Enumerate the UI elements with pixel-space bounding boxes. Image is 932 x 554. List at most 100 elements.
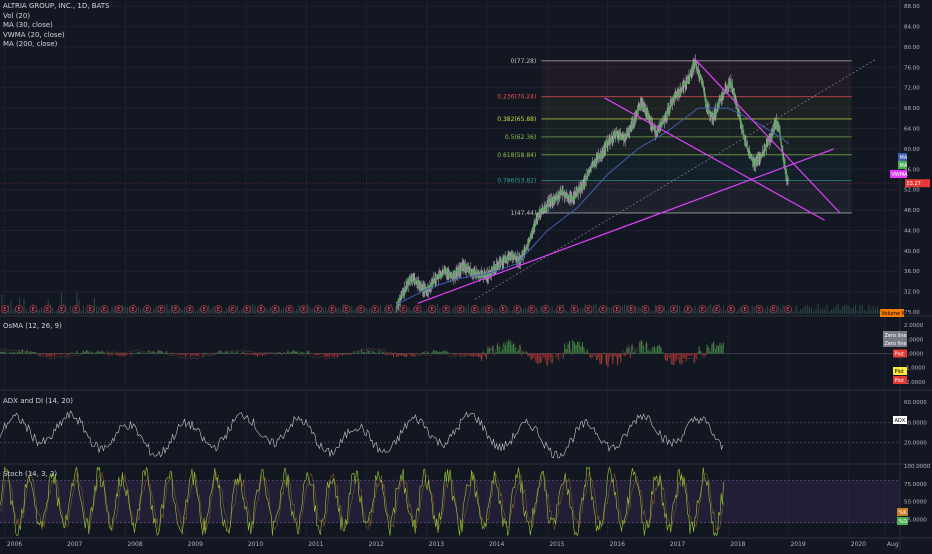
earnings-marker xyxy=(29,305,38,313)
dotted-trendline xyxy=(474,58,877,300)
stoch-d-tag: %D xyxy=(899,519,908,525)
earnings-marker xyxy=(556,305,564,313)
y-tick-label: 88.00 xyxy=(904,4,920,10)
earnings-marker-label: E xyxy=(772,307,775,313)
earnings-marker-label: E xyxy=(146,307,149,313)
earnings-marker-label: E xyxy=(217,307,220,313)
earnings-marker xyxy=(157,305,166,313)
earnings-marker xyxy=(670,305,678,313)
earnings-marker xyxy=(413,305,422,313)
stoch-d-tag-background xyxy=(897,517,908,525)
earnings-marker-label: E xyxy=(558,307,561,313)
adx-pane-title[interactable]: ADX and DI (14, 20) xyxy=(3,397,73,405)
earnings-marker xyxy=(15,305,23,313)
pane-y-tick-label: 100.0000 xyxy=(904,464,931,470)
earnings-marker-label: E xyxy=(502,307,505,313)
trendline xyxy=(417,148,834,304)
earnings-marker-label: E xyxy=(672,307,675,313)
stoch-pane-title[interactable]: Stoch (14, 3, 3) xyxy=(3,470,58,478)
x-tick-label: 2006 xyxy=(7,541,22,548)
x-tick-label: Aug xyxy=(887,541,899,548)
symbol-title[interactable]: ALTRIA GROUP, INC., 1D, BATS xyxy=(3,2,110,10)
earnings-marker-label: E xyxy=(601,307,604,313)
earnings-marker xyxy=(356,305,365,313)
fib-level-label: 0.382(65.88) xyxy=(497,116,536,123)
pane-y-tick-label: 20.0000 xyxy=(904,441,927,447)
ma-200-price-tag-background xyxy=(898,153,907,161)
y-tick-label: 60.00 xyxy=(904,147,920,153)
earnings-marker-label: E xyxy=(786,307,789,313)
earnings-marker-label: E xyxy=(701,307,704,313)
earnings-marker xyxy=(57,305,66,313)
fib-zone xyxy=(541,118,852,137)
earnings-marker xyxy=(171,305,180,313)
trendline xyxy=(604,97,825,221)
adx-tag: ADX xyxy=(895,418,906,424)
osma-plot-tag-2-background xyxy=(893,367,907,375)
fib-zone xyxy=(541,180,852,213)
earnings-marker xyxy=(72,305,80,313)
earnings-marker-label: E xyxy=(744,307,747,313)
ma-30-line xyxy=(396,61,790,308)
earnings-marker xyxy=(484,305,493,313)
earnings-marker-label: E xyxy=(445,307,448,313)
legend-volume[interactable]: Vol (20) xyxy=(3,11,31,20)
earnings-marker xyxy=(741,305,750,313)
earnings-marker-label: E xyxy=(487,307,490,313)
earnings-marker-label: E xyxy=(331,307,334,313)
earnings-marker-label: E xyxy=(60,307,63,313)
earnings-marker xyxy=(0,305,9,313)
osma-plot-tag-2: Plot xyxy=(895,369,904,375)
ma-30-price-tag: MA xyxy=(900,163,908,169)
y-tick-label: 28.00 xyxy=(904,310,920,316)
earnings-marker xyxy=(129,305,137,313)
legend-ma-200[interactable]: MA (200, close) xyxy=(3,40,58,48)
legend-ma-30[interactable]: MA (30, close) xyxy=(3,21,53,29)
osma-pane-title[interactable]: OsMA (12, 26, 9) xyxy=(3,322,62,330)
osma-positive-bars xyxy=(0,340,724,354)
y-tick-label: 80.00 xyxy=(904,45,920,51)
x-tick-label: 2019 xyxy=(790,541,805,548)
osma-signal-line xyxy=(0,338,724,367)
adx-line xyxy=(0,410,724,459)
earnings-marker-label: E xyxy=(373,307,376,313)
earnings-marker-label: E xyxy=(573,307,576,313)
chart-legend[interactable]: ALTRIA GROUP, INC., 1D, BATS Vol (20) MA… xyxy=(3,2,109,50)
earnings-marker xyxy=(43,305,52,313)
legend-vwma[interactable]: VWMA (20, close) xyxy=(3,30,65,39)
earnings-marker xyxy=(727,305,735,313)
trendline-layer[interactable] xyxy=(417,58,877,304)
stoch-band xyxy=(0,480,900,523)
earnings-marker-label: E xyxy=(715,307,718,313)
earnings-marker-label: E xyxy=(658,307,661,313)
earnings-marker xyxy=(200,305,209,313)
y-tick-label: 76.00 xyxy=(904,65,920,71)
earnings-marker xyxy=(100,305,109,313)
pane-y-tick-label: 25.0000 xyxy=(904,517,927,523)
earnings-marker-label: E xyxy=(274,307,277,313)
pane-y-tick-label: 60.0000 xyxy=(904,400,927,406)
earnings-marker xyxy=(257,305,265,313)
osma-plot-tag: Plot xyxy=(895,352,904,358)
earnings-marker xyxy=(570,305,579,313)
earnings-marker xyxy=(314,305,322,313)
earnings-marker xyxy=(114,305,123,313)
x-tick-label: 2012 xyxy=(369,541,384,548)
earnings-marker xyxy=(385,305,394,313)
earnings-marker-label: E xyxy=(203,307,206,313)
y-tick-label: 68.00 xyxy=(904,106,920,112)
earnings-marker xyxy=(613,305,621,313)
ma-200-price-tag: MA xyxy=(900,155,908,161)
earnings-marker xyxy=(456,305,465,313)
earnings-marker-label: E xyxy=(17,307,20,313)
earnings-marker xyxy=(143,305,152,313)
vwma-price-tag-background xyxy=(890,170,907,178)
earnings-marker xyxy=(242,305,251,313)
pane-y-tick-label: 2.0000 xyxy=(904,323,924,329)
y-tick-label: 40.00 xyxy=(904,249,920,255)
earnings-marker-label: E xyxy=(388,307,391,313)
